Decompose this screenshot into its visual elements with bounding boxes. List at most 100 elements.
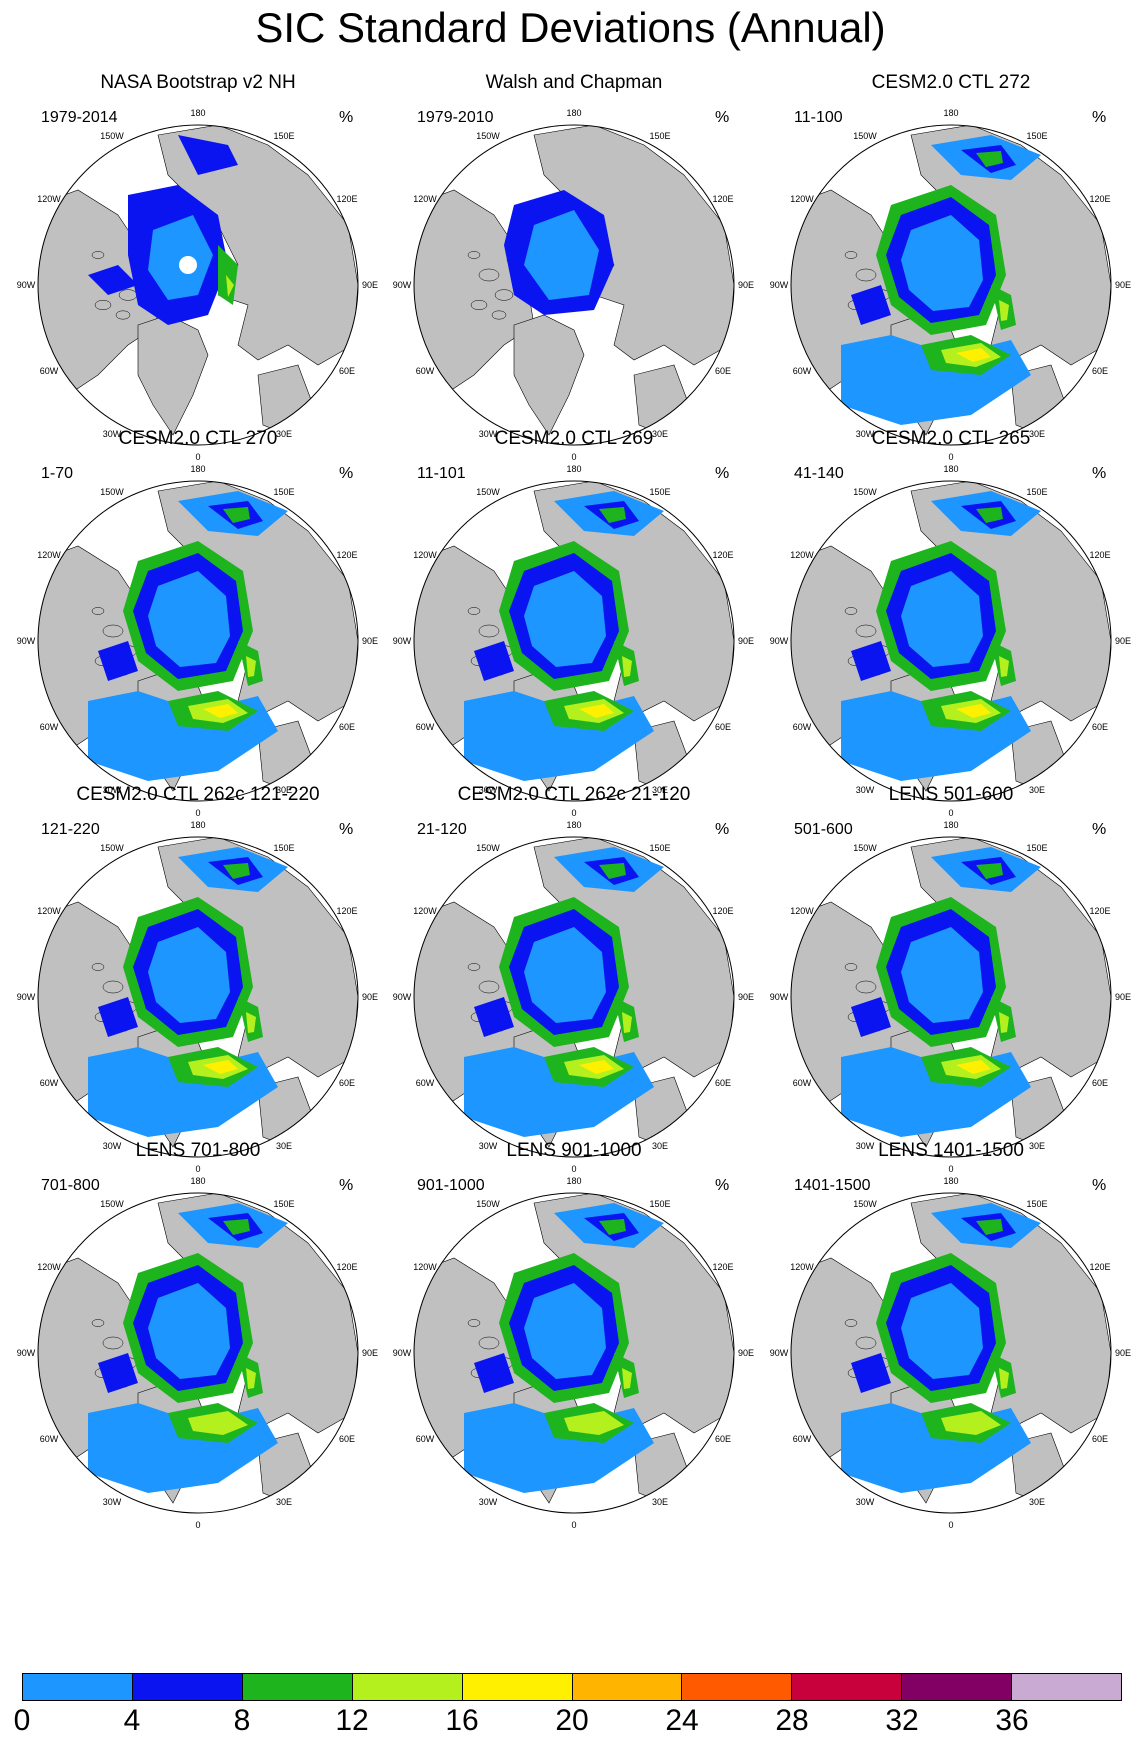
longitude-label: 150E [649, 1199, 670, 1209]
longitude-label: 30W [856, 1497, 875, 1507]
longitude-label: 60W [793, 366, 812, 376]
longitude-label: 180 [943, 1176, 958, 1186]
longitude-label: 30E [276, 785, 292, 795]
panel-period: 11-101 [417, 465, 466, 482]
longitude-label: 120W [413, 194, 437, 204]
map-panel: LENS 701-800 180 150E 120E 90E 60E 30E 0 30W 60W 9… [8, 1140, 388, 1535]
polar-map: 180 150E 120E 90E 60E 30E 0 30W 60W 90W 120W 150W [770, 108, 1131, 462]
map-panel: Walsh and Chapman 180 150E 120E 90E 60E 30E 0 30… [384, 72, 764, 467]
longitude-label: 180 [943, 820, 958, 830]
longitude-label: 150E [273, 843, 294, 853]
polar-map: 180 150E 120E 90E 60E 30E 0 30W 60W 90W 120W 150W [393, 1176, 754, 1530]
longitude-label: 90E [738, 992, 754, 1002]
longitude-label: 90E [362, 1348, 378, 1358]
longitude-label: 120W [790, 194, 814, 204]
colorbar-tick-label: 0 [13, 1704, 31, 1737]
longitude-label: 150E [273, 1199, 294, 1209]
panel-units: % [339, 465, 354, 482]
longitude-label: 120E [336, 906, 357, 916]
polar-map: 180 150E 120E 90E 60E 30E 0 30W 60W 90W 120W 150W [393, 820, 754, 1174]
longitude-label: 60E [715, 366, 731, 376]
panel-units: % [1092, 821, 1107, 838]
longitude-label: 60E [715, 1078, 731, 1088]
panel-period: 1979-2014 [41, 109, 118, 126]
panel-title: LENS 701-800 [135, 1140, 261, 1161]
longitude-label: 120W [37, 550, 61, 560]
panel-period: 121-220 [41, 821, 100, 838]
longitude-label: 0 [571, 808, 576, 818]
colorbar-segment [462, 1674, 573, 1700]
map-panel: CESM2.0 CTL 272 180 150E 120E 90E 60E 30E 0 30W 6… [761, 72, 1141, 467]
longitude-label: 180 [566, 820, 581, 830]
panel-period: 1401-1500 [794, 1177, 871, 1194]
panel-units: % [715, 821, 730, 838]
longitude-label: 150E [273, 131, 294, 141]
longitude-label: 120W [37, 194, 61, 204]
colorbar-tick-label: 36 [995, 1704, 1029, 1737]
panel-title: CESM2.0 CTL 272 [871, 72, 1031, 93]
colorbar-segment [242, 1674, 353, 1700]
longitude-label: 120E [1089, 194, 1110, 204]
longitude-label: 0 [571, 1164, 576, 1174]
longitude-label: 30W [103, 1141, 122, 1151]
longitude-label: 0 [195, 808, 200, 818]
longitude-label: 90E [362, 992, 378, 1002]
longitude-label: 90E [738, 636, 754, 646]
colorbar-segment [23, 1674, 133, 1700]
longitude-label: 180 [190, 1176, 205, 1186]
longitude-label: 60W [40, 1078, 59, 1088]
panel-units: % [1092, 1177, 1107, 1194]
longitude-label: 60W [40, 1434, 59, 1444]
longitude-label: 30W [856, 429, 875, 439]
longitude-label: 120W [37, 906, 61, 916]
longitude-label: 0 [948, 1164, 953, 1174]
longitude-label: 60W [416, 366, 435, 376]
map-panel: LENS 901-1000 180 150E 120E 90E 60E 30E 0 30W 60W… [384, 1140, 764, 1535]
longitude-label: 30E [1029, 785, 1045, 795]
longitude-label: 150E [1026, 131, 1047, 141]
panel-units: % [1092, 109, 1107, 126]
map-panel: CESM2.0 CTL 262c 21-120 180 150E 120E 90E 60E… [384, 784, 764, 1179]
colorbar-segment [572, 1674, 683, 1700]
polar-map: 180 150E 120E 90E 60E 30E 0 30W 60W 90W 120W 150W [770, 464, 1131, 818]
map-panel: CESM2.0 CTL 262c 121-220 180 150E 120E 90E 60… [8, 784, 388, 1179]
panel-title: NASA Bootstrap v2 NH [100, 72, 296, 93]
panel-title: CESM2.0 CTL 270 [118, 428, 278, 449]
longitude-label: 90W [393, 280, 412, 290]
longitude-label: 120W [413, 906, 437, 916]
polar-map: 180 150E 120E 90E 60E 30E 0 30W 60W 90W 120W 150W [17, 464, 378, 818]
longitude-label: 150W [100, 487, 124, 497]
longitude-label: 0 [195, 452, 200, 462]
longitude-label: 180 [566, 108, 581, 118]
colorbar-tick-label: 20 [555, 1704, 589, 1737]
longitude-label: 120E [712, 906, 733, 916]
longitude-label: 150W [476, 843, 500, 853]
longitude-label: 120E [712, 194, 733, 204]
longitude-label: 30W [479, 1141, 498, 1151]
longitude-label: 60E [715, 722, 731, 732]
longitude-label: 150E [649, 487, 670, 497]
colorbar-segment [1012, 1674, 1122, 1700]
longitude-label: 60E [1092, 366, 1108, 376]
longitude-label: 90E [1115, 1348, 1131, 1358]
longitude-label: 30E [276, 429, 292, 439]
colorbar-segment [132, 1674, 243, 1700]
longitude-label: 90W [393, 1348, 412, 1358]
polar-map: 180 150E 120E 90E 60E 30E 0 30W 60W 90W 120W 150W [770, 1176, 1131, 1530]
longitude-label: 30W [856, 785, 875, 795]
longitude-label: 60W [793, 722, 812, 732]
longitude-label: 150E [273, 487, 294, 497]
longitude-label: 30E [1029, 429, 1045, 439]
longitude-label: 30E [652, 1141, 668, 1151]
colorbar-tick-label: 32 [885, 1704, 919, 1737]
panel-period: 1-70 [41, 465, 74, 482]
colorbar-bar [22, 1673, 1122, 1701]
longitude-label: 0 [948, 808, 953, 818]
colorbar-segment [792, 1674, 903, 1700]
longitude-label: 90W [17, 992, 36, 1002]
longitude-label: 120E [1089, 1262, 1110, 1272]
polar-map: 180 150E 120E 90E 60E 30E 0 30W 60W 90W 120W 150W [17, 820, 378, 1174]
panel-period: 21-120 [417, 821, 467, 838]
panel-units: % [715, 109, 730, 126]
